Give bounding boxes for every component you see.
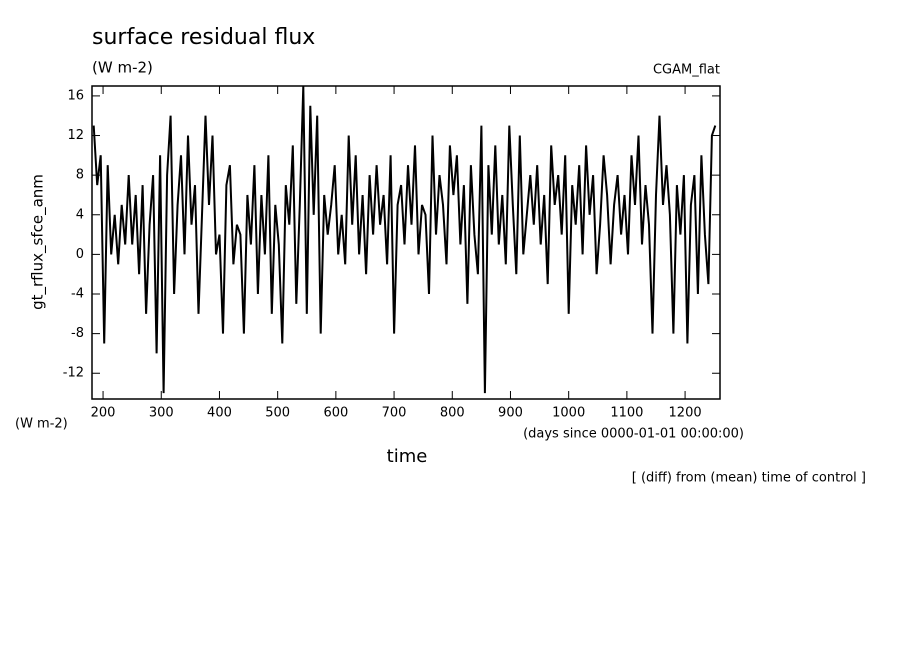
x-tick-label: 900 — [498, 406, 523, 421]
y-axis-units: (W m-2) — [15, 417, 68, 432]
chart-title: surface residual flux — [92, 25, 315, 50]
y-tick-label: -12 — [63, 366, 84, 381]
x-tick-label: 1100 — [610, 406, 643, 421]
annotation: CGAM_flat — [653, 63, 720, 78]
x-tick-label: 500 — [265, 406, 290, 421]
x-axis-units: (days since 0000-01-01 00:00:00) — [523, 427, 744, 442]
x-tick-label: 1200 — [669, 406, 702, 421]
y-tick-label: -4 — [71, 287, 84, 302]
x-tick-label: 200 — [91, 406, 116, 421]
note: [ (diff) from (mean) time of control ] — [632, 471, 866, 486]
data-line — [92, 86, 717, 394]
x-tick-label: 400 — [207, 406, 232, 421]
x-tick-label: 300 — [149, 406, 174, 421]
y-axis-label: gt_rflux_sfce_anm — [29, 174, 48, 310]
y-tick-label: -8 — [71, 326, 84, 341]
x-axis-label: time — [387, 446, 428, 467]
y-tick-label: 16 — [67, 88, 84, 103]
y-tick-label: 8 — [76, 168, 84, 183]
x-tick-label: 600 — [323, 406, 348, 421]
plot-frame — [91, 85, 721, 400]
y-tick-label: 0 — [76, 247, 84, 262]
x-tick-label: 1000 — [552, 406, 585, 421]
x-tick-label: 700 — [382, 406, 407, 421]
y-tick-label: 4 — [76, 207, 84, 222]
y-tick-label: 12 — [67, 128, 84, 143]
chart-subtitle: (W m-2) — [92, 59, 153, 77]
x-tick-label: 800 — [440, 406, 465, 421]
